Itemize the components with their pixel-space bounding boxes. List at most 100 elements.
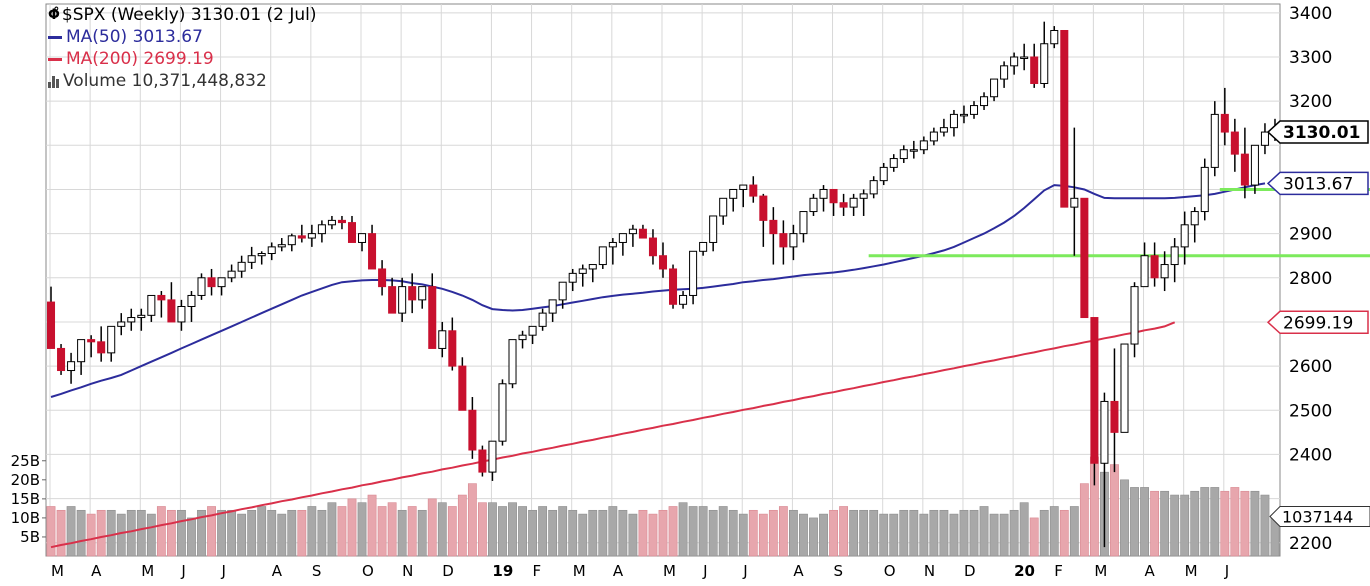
volume-bar[interactable] [538, 506, 548, 557]
volume-bar[interactable] [939, 509, 949, 557]
candle-body[interactable] [207, 277, 216, 288]
candle-body[interactable] [1120, 343, 1129, 433]
volume-bar[interactable] [678, 502, 688, 557]
volume-bar[interactable] [778, 506, 788, 557]
volume-bar[interactable] [367, 494, 377, 557]
candle-body[interactable] [769, 219, 778, 235]
volume-bar[interactable] [247, 509, 257, 557]
candle-body[interactable] [568, 272, 577, 283]
candle-body[interactable] [658, 255, 668, 270]
volume-bar[interactable] [518, 506, 527, 557]
volume-bar[interactable] [347, 498, 357, 557]
volume-bar[interactable] [287, 509, 297, 557]
volume-bar[interactable] [598, 509, 608, 557]
volume-bar[interactable] [156, 506, 166, 557]
candle-body[interactable] [990, 78, 999, 98]
candle-body[interactable] [257, 253, 266, 257]
candle-body[interactable] [347, 222, 357, 243]
candle-body[interactable] [819, 188, 828, 199]
candle-body[interactable] [618, 233, 627, 243]
candle-body[interactable] [327, 219, 336, 226]
volume-bar[interactable] [979, 506, 989, 557]
volume-bar[interactable] [457, 494, 467, 557]
volume-bar[interactable] [1240, 490, 1250, 557]
volume-bar[interactable] [969, 509, 979, 557]
volume-bar[interactable] [879, 513, 889, 557]
volume-bar[interactable] [758, 513, 768, 557]
volume-bar[interactable] [1039, 509, 1049, 557]
candle-body[interactable] [749, 184, 758, 197]
volume-bar[interactable] [467, 483, 477, 557]
candle-body[interactable] [448, 330, 457, 367]
candle-body[interactable] [77, 339, 86, 363]
candle-body[interactable] [929, 131, 938, 142]
candle-body[interactable] [498, 383, 507, 442]
volume-bar[interactable] [1130, 487, 1139, 557]
volume-bar[interactable] [839, 506, 848, 557]
volume-bar[interactable] [136, 509, 146, 557]
volume-bar[interactable] [126, 509, 136, 557]
volume-bar[interactable] [508, 502, 517, 557]
candle-body[interactable] [137, 314, 146, 319]
candle-body[interactable] [458, 365, 467, 411]
candle-body[interactable] [969, 105, 979, 115]
candle-body[interactable] [889, 158, 898, 168]
candle-body[interactable] [47, 301, 56, 349]
volume-bar[interactable] [1059, 509, 1069, 557]
volume-bar[interactable] [638, 509, 648, 557]
candle-body[interactable] [1150, 255, 1159, 279]
candle-body[interactable] [648, 237, 657, 257]
volume-bar[interactable] [187, 517, 196, 557]
volume-bar[interactable] [1140, 487, 1149, 557]
volume-bar[interactable] [548, 509, 558, 557]
volume-bar[interactable] [578, 513, 588, 557]
volume-bar[interactable] [217, 509, 226, 557]
candle-body[interactable] [287, 235, 296, 246]
candle-body[interactable] [237, 261, 246, 272]
candle-body[interactable] [809, 197, 818, 213]
volume-bar[interactable] [618, 509, 628, 557]
volume-bar[interactable] [86, 513, 96, 557]
volume-bar[interactable] [668, 506, 678, 557]
candle-body[interactable] [277, 244, 286, 248]
candle-body[interactable] [1140, 255, 1149, 288]
candle-body[interactable] [1000, 65, 1009, 80]
volume-bar[interactable] [177, 509, 186, 557]
volume-bar[interactable] [1220, 490, 1230, 557]
candle-body[interactable] [267, 246, 276, 255]
candle-body[interactable] [628, 228, 637, 235]
candle-body[interactable] [1030, 56, 1039, 84]
candle-body[interactable] [578, 268, 587, 274]
volume-bar[interactable] [76, 509, 86, 557]
candle-body[interactable] [1260, 131, 1269, 146]
volume-bar[interactable] [1079, 483, 1089, 557]
candle-body[interactable] [779, 233, 788, 248]
candle-body[interactable] [157, 294, 166, 301]
candle-body[interactable] [679, 294, 688, 305]
volume-bar[interactable] [437, 502, 447, 557]
candle-body[interactable] [949, 113, 958, 129]
candle-body[interactable] [729, 188, 738, 199]
candle-body[interactable] [980, 96, 989, 107]
candle-body[interactable] [1100, 400, 1109, 464]
volume-bar[interactable] [197, 509, 206, 557]
volume-bar[interactable] [889, 513, 899, 557]
volume-bar[interactable] [929, 509, 939, 557]
candle-body[interactable] [518, 334, 527, 341]
volume-bar[interactable] [207, 506, 216, 557]
volume-bar[interactable] [277, 513, 287, 557]
volume-bar[interactable] [1150, 490, 1160, 557]
volume-bar[interactable] [698, 506, 708, 557]
candle-body[interactable] [719, 197, 728, 217]
candle-body[interactable] [1250, 144, 1259, 186]
volume-bar[interactable] [959, 509, 969, 557]
volume-bar[interactable] [297, 509, 307, 557]
volume-bar[interactable] [327, 502, 337, 557]
volume-bar[interactable] [628, 513, 638, 557]
volume-bar[interactable] [809, 517, 818, 557]
candle-body[interactable] [739, 184, 748, 190]
volume-bar[interactable] [999, 513, 1009, 557]
candle-body[interactable] [959, 113, 968, 117]
candle-body[interactable] [598, 246, 607, 266]
